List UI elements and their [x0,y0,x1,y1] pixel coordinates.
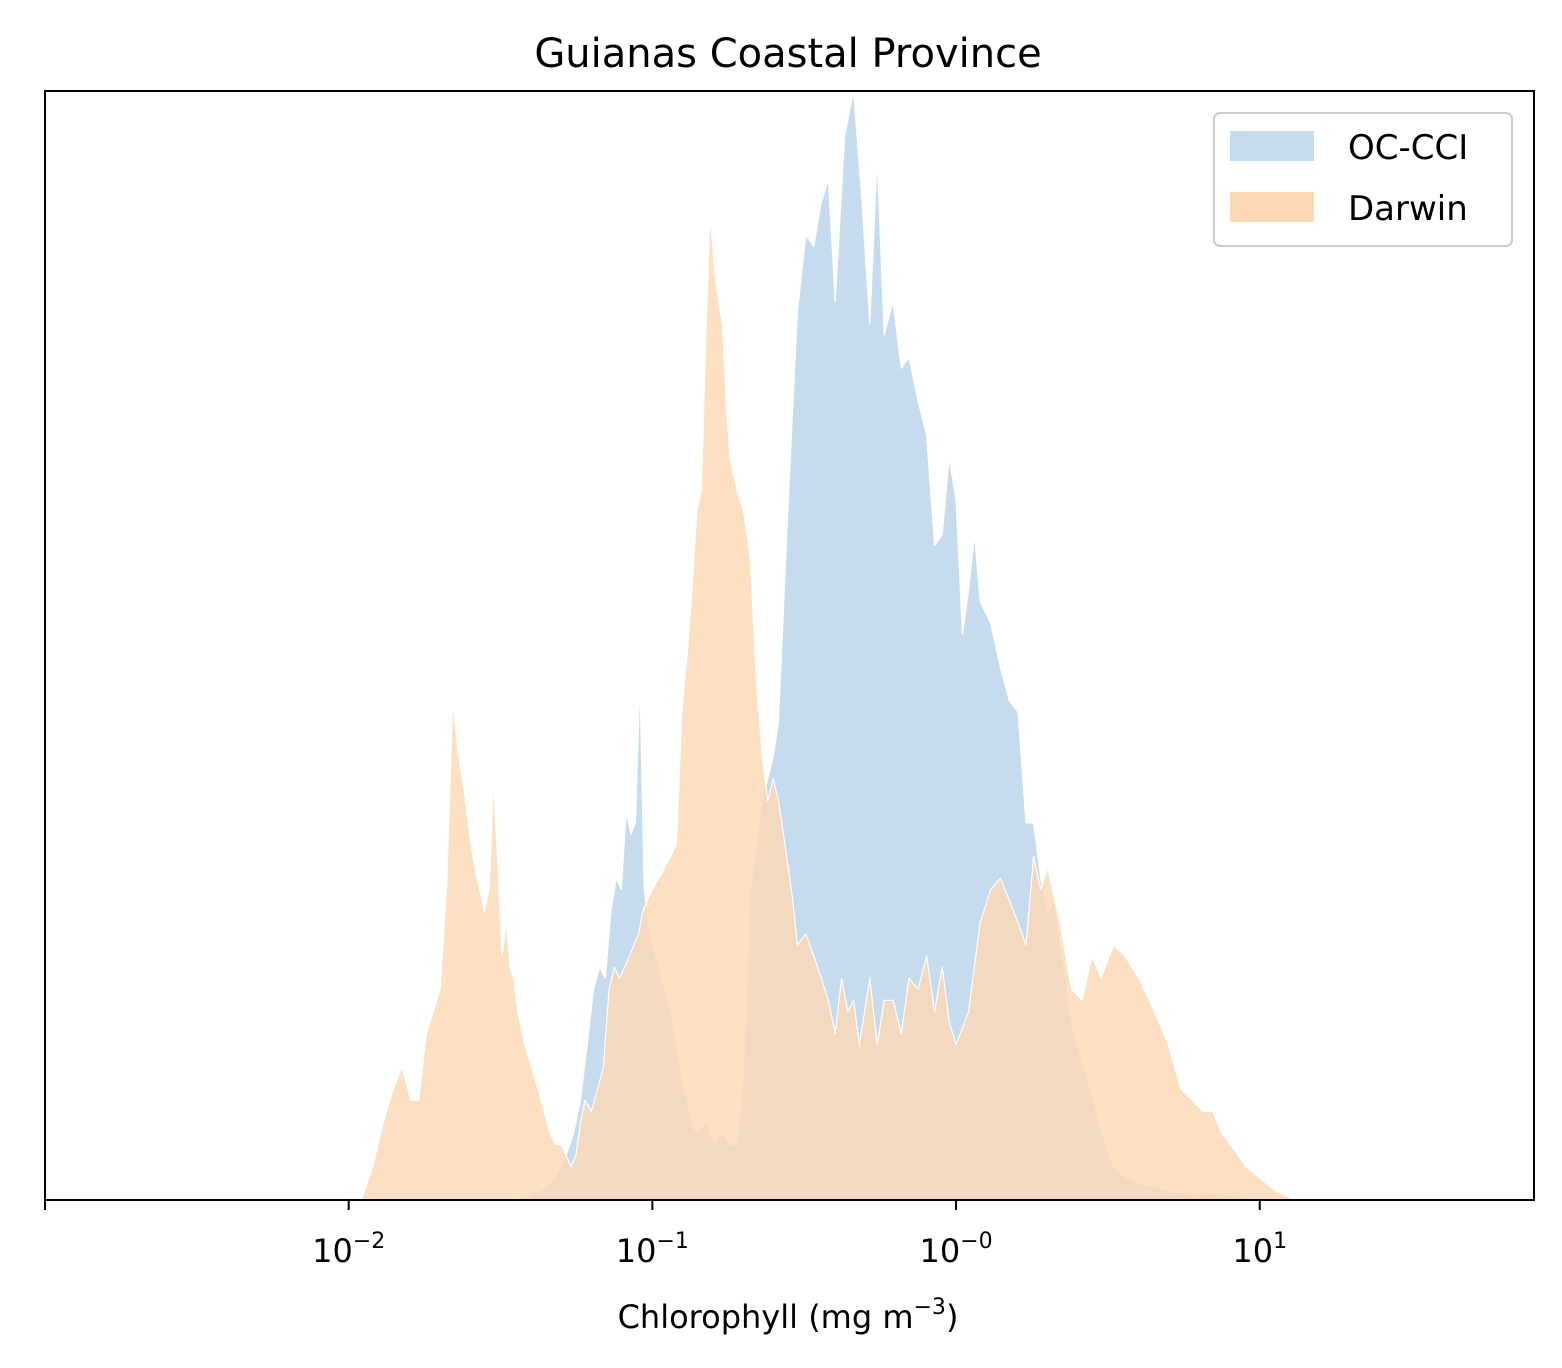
x-axis-label-main: Chlorophyll (mg m [618,1298,914,1336]
legend-label-oc-cci: OC-CCI [1348,128,1468,168]
x-axis-ticks: 10−2 10−1 10−0 101 [44,1200,1287,1270]
plot-area [44,90,1535,1201]
x-tick-label: 10−2 [312,1229,385,1270]
x-tick-label-exp: −2 [353,1229,385,1254]
x-tick-label-base: 10 [616,1232,657,1270]
plot-frame [44,90,1535,1201]
series-layer [360,90,1295,1201]
x-tick-label: 10−1 [616,1229,689,1270]
legend-swatch-darwin [1230,192,1314,222]
x-tick-label-base: 10 [1232,1232,1273,1270]
x-tick-label-exp: −1 [657,1229,689,1254]
series-area-darwin [360,212,1295,1201]
x-tick-label: 10−0 [919,1229,992,1270]
x-axis-label: Chlorophyll (mg m−3) [618,1295,959,1336]
legend-label-darwin: Darwin [1348,189,1468,229]
x-axis-label-sup: −3 [914,1295,946,1320]
legend: OC-CCI Darwin [1213,112,1513,247]
x-tick-label: 101 [1232,1229,1287,1270]
chart-title: Guianas Coastal Province [534,31,1041,77]
x-tick-label-exp: 1 [1273,1229,1287,1254]
x-tick-label-base: 10 [312,1232,353,1270]
x-tick-label-exp: −0 [960,1229,992,1254]
legend-swatch-oc-cci [1230,131,1314,161]
x-axis-label-tail: ) [946,1298,958,1336]
x-tick-label-base: 10 [919,1232,960,1270]
